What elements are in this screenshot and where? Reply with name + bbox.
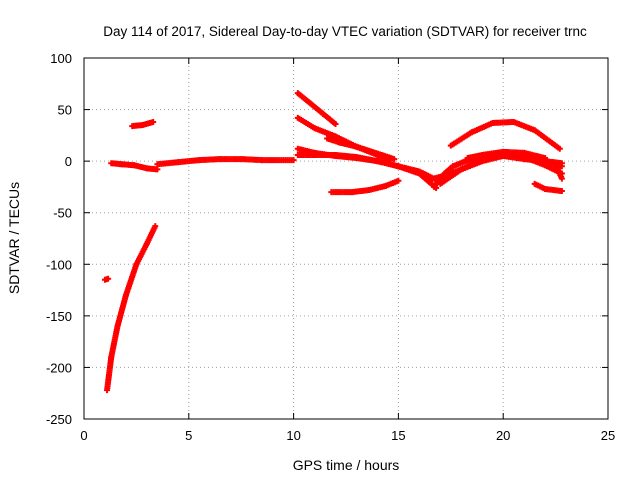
data-point xyxy=(558,163,565,170)
data-point xyxy=(556,145,563,152)
x-tick-label: 10 xyxy=(286,428,300,443)
data-point xyxy=(391,156,398,163)
x-tick-label: 0 xyxy=(80,428,87,443)
x-tick-label: 5 xyxy=(185,428,192,443)
chart-title: Day 114 of 2017, Sidereal Day-to-day VTE… xyxy=(103,24,587,39)
data-point xyxy=(152,223,159,230)
x-tick-label: 20 xyxy=(496,428,510,443)
y-axis-label: SDTVAR / TECUs xyxy=(6,182,22,294)
data-series xyxy=(154,156,297,168)
data-series xyxy=(324,135,398,163)
x-tick-label: 15 xyxy=(391,428,405,443)
y-tick-label: 50 xyxy=(58,103,72,118)
y-tick-label: -50 xyxy=(53,206,72,221)
data-series xyxy=(447,118,563,152)
grid-lines xyxy=(84,58,608,419)
data-series xyxy=(129,118,157,130)
data-series xyxy=(101,275,112,283)
data-point xyxy=(290,157,297,164)
data-point xyxy=(558,188,565,195)
data-series xyxy=(294,151,440,191)
data-series xyxy=(531,180,565,195)
data-series xyxy=(108,160,161,173)
y-tick-label: 100 xyxy=(50,51,72,66)
data-point xyxy=(395,177,402,184)
data-point xyxy=(105,275,112,282)
data-point xyxy=(558,175,565,182)
data-series xyxy=(464,148,549,162)
y-tick-label: -150 xyxy=(46,309,72,324)
axis-ticks: 0 5 10 15 20 25 -250 -200 -150 -100 -50 0 50 100 xyxy=(46,51,615,443)
data-point xyxy=(332,121,339,128)
y-tick-label: -100 xyxy=(46,257,72,272)
plot-frame xyxy=(83,57,609,420)
data-series xyxy=(104,223,159,394)
x-axis-label: GPS time / hours xyxy=(293,457,400,473)
data-series xyxy=(294,90,339,128)
y-tick-label: -200 xyxy=(46,360,72,375)
data-points xyxy=(101,90,565,394)
y-tick-label: -250 xyxy=(46,412,72,427)
data-series xyxy=(328,177,402,196)
data-series xyxy=(552,161,565,182)
data-point xyxy=(150,118,157,125)
x-tick-label: 25 xyxy=(601,428,615,443)
data-point xyxy=(154,166,161,173)
data-point xyxy=(542,155,549,162)
y-tick-label: 0 xyxy=(65,154,72,169)
